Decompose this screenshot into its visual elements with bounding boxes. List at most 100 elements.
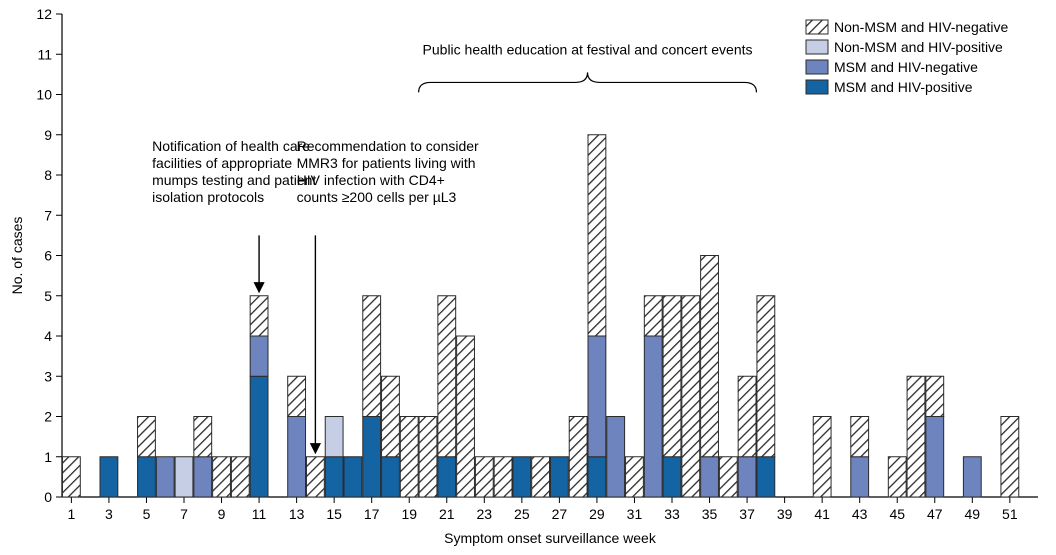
anno2-line: MMR3 for patients living with — [297, 155, 476, 171]
bar-msm_hiv_neg — [156, 457, 174, 497]
y-tick-label: 10 — [36, 87, 52, 103]
y-tick-label: 3 — [44, 368, 52, 384]
legend-swatch-nonmsm_hiv_neg — [806, 20, 828, 34]
bar-nonmsm_hiv_neg — [306, 457, 324, 497]
y-tick-label: 8 — [44, 167, 52, 183]
bar-nonmsm_hiv_neg — [288, 376, 306, 416]
anno2-line: counts ≥200 cells per µL3 — [297, 189, 457, 205]
x-tick-label: 29 — [589, 506, 605, 522]
bar-nonmsm_hiv_neg — [1001, 417, 1019, 498]
bar-msm_hiv_neg — [738, 457, 756, 497]
x-tick-label: 43 — [852, 506, 868, 522]
x-axis-label: Symptom onset surveillance week — [444, 530, 657, 546]
x-tick-label: 23 — [477, 506, 493, 522]
bar-msm_hiv_neg — [926, 417, 944, 498]
x-tick-label: 17 — [364, 506, 380, 522]
x-tick-label: 3 — [105, 506, 113, 522]
legend-label-nonmsm_hiv_pos: Non-MSM and HIV-positive — [834, 39, 1003, 55]
x-tick-label: 51 — [1002, 506, 1018, 522]
bar-nonmsm_hiv_pos — [325, 417, 343, 457]
anno3-line: Public health education at festival and … — [423, 41, 753, 57]
anno3: Public health education at festival and … — [419, 41, 757, 92]
anno1-line: Notification of health care — [152, 138, 310, 154]
bar-msm_hiv_neg — [701, 457, 719, 497]
bar-nonmsm_hiv_neg — [400, 417, 418, 498]
x-tick-label: 25 — [514, 506, 530, 522]
y-tick-label: 6 — [44, 248, 52, 264]
bar-msm_hiv_pos — [138, 457, 156, 497]
bar-msm_hiv_neg — [588, 336, 606, 457]
bar-nonmsm_hiv_neg — [813, 417, 831, 498]
bar-msm_hiv_pos — [363, 417, 381, 498]
x-tick-label: 33 — [664, 506, 680, 522]
bar-msm_hiv_pos — [344, 457, 362, 497]
legend-label-msm_hiv_neg: MSM and HIV-negative — [834, 59, 978, 75]
epi-curve-chart: 0123456789101112No. of cases135791113151… — [0, 0, 1056, 555]
y-tick-label: 7 — [44, 207, 52, 223]
x-tick-label: 35 — [702, 506, 718, 522]
anno1-line: isolation protocols — [152, 189, 264, 205]
chart-container: 0123456789101112No. of cases135791113151… — [0, 0, 1056, 555]
x-tick-label: 39 — [777, 506, 793, 522]
bar-msm_hiv_neg — [288, 417, 306, 498]
legend-swatch-nonmsm_hiv_pos — [806, 40, 828, 54]
bar-nonmsm_hiv_neg — [888, 457, 906, 497]
bar-msm_hiv_neg — [963, 457, 981, 497]
bar-msm_hiv_neg — [851, 457, 869, 497]
bar-nonmsm_hiv_neg — [757, 296, 775, 457]
x-tick-label: 21 — [439, 506, 455, 522]
legend-label-nonmsm_hiv_neg: Non-MSM and HIV-negative — [834, 19, 1009, 35]
bar-msm_hiv_neg — [194, 457, 212, 497]
x-tick-label: 19 — [401, 506, 417, 522]
bar-nonmsm_hiv_neg — [194, 417, 212, 457]
bar-nonmsm_hiv_neg — [719, 457, 737, 497]
y-tick-label: 1 — [44, 449, 52, 465]
anno1: Notification of health carefacilities of… — [152, 138, 316, 288]
x-tick-label: 11 — [252, 506, 267, 522]
bar-nonmsm_hiv_neg — [250, 296, 268, 336]
bar-nonmsm_hiv_neg — [438, 296, 456, 457]
bar-nonmsm_hiv_neg — [682, 296, 700, 497]
bar-nonmsm_hiv_neg — [231, 457, 249, 497]
bar-msm_hiv_pos — [382, 457, 400, 497]
bar-nonmsm_hiv_neg — [419, 417, 437, 498]
bar-msm_hiv_pos — [757, 457, 775, 497]
x-tick-label: 9 — [218, 506, 226, 522]
bar-nonmsm_hiv_neg — [475, 457, 493, 497]
bar-msm_hiv_neg — [250, 336, 268, 376]
bar-msm_hiv_neg — [644, 336, 662, 497]
anno3-brace — [419, 72, 757, 92]
bar-nonmsm_hiv_neg — [926, 376, 944, 416]
y-tick-label: 9 — [44, 127, 52, 143]
bar-nonmsm_hiv_neg — [626, 457, 644, 497]
bar-nonmsm_hiv_neg — [663, 296, 681, 457]
bar-nonmsm_hiv_neg — [213, 457, 231, 497]
x-tick-label: 1 — [67, 506, 75, 522]
x-tick-label: 13 — [289, 506, 305, 522]
bar-nonmsm_hiv_neg — [494, 457, 512, 497]
bar-msm_hiv_pos — [250, 376, 268, 497]
x-tick-label: 37 — [739, 506, 755, 522]
bar-nonmsm_hiv_neg — [569, 417, 587, 498]
x-tick-label: 41 — [814, 506, 830, 522]
y-tick-label: 4 — [44, 328, 52, 344]
bar-nonmsm_hiv_neg — [382, 376, 400, 457]
bar-nonmsm_hiv_neg — [701, 256, 719, 457]
bar-nonmsm_hiv_pos — [175, 457, 193, 497]
bar-msm_hiv_pos — [513, 457, 531, 497]
bar-msm_hiv_pos — [588, 457, 606, 497]
bar-nonmsm_hiv_neg — [138, 417, 156, 457]
anno2-line: Recommendation to consider — [297, 138, 479, 154]
bar-nonmsm_hiv_neg — [363, 296, 381, 417]
y-tick-label: 12 — [36, 6, 52, 22]
bar-msm_hiv_pos — [325, 457, 343, 497]
y-tick-label: 0 — [44, 489, 52, 505]
anno1-line: facilities of appropriate — [152, 155, 292, 171]
bar-msm_hiv_pos — [550, 457, 568, 497]
bar-nonmsm_hiv_neg — [907, 376, 925, 497]
bar-nonmsm_hiv_neg — [588, 135, 606, 336]
anno2-line: HIV infection with CD4+ — [297, 172, 445, 188]
bar-msm_hiv_pos — [663, 457, 681, 497]
bar-nonmsm_hiv_neg — [738, 376, 756, 457]
legend-swatch-msm_hiv_pos — [806, 80, 828, 94]
